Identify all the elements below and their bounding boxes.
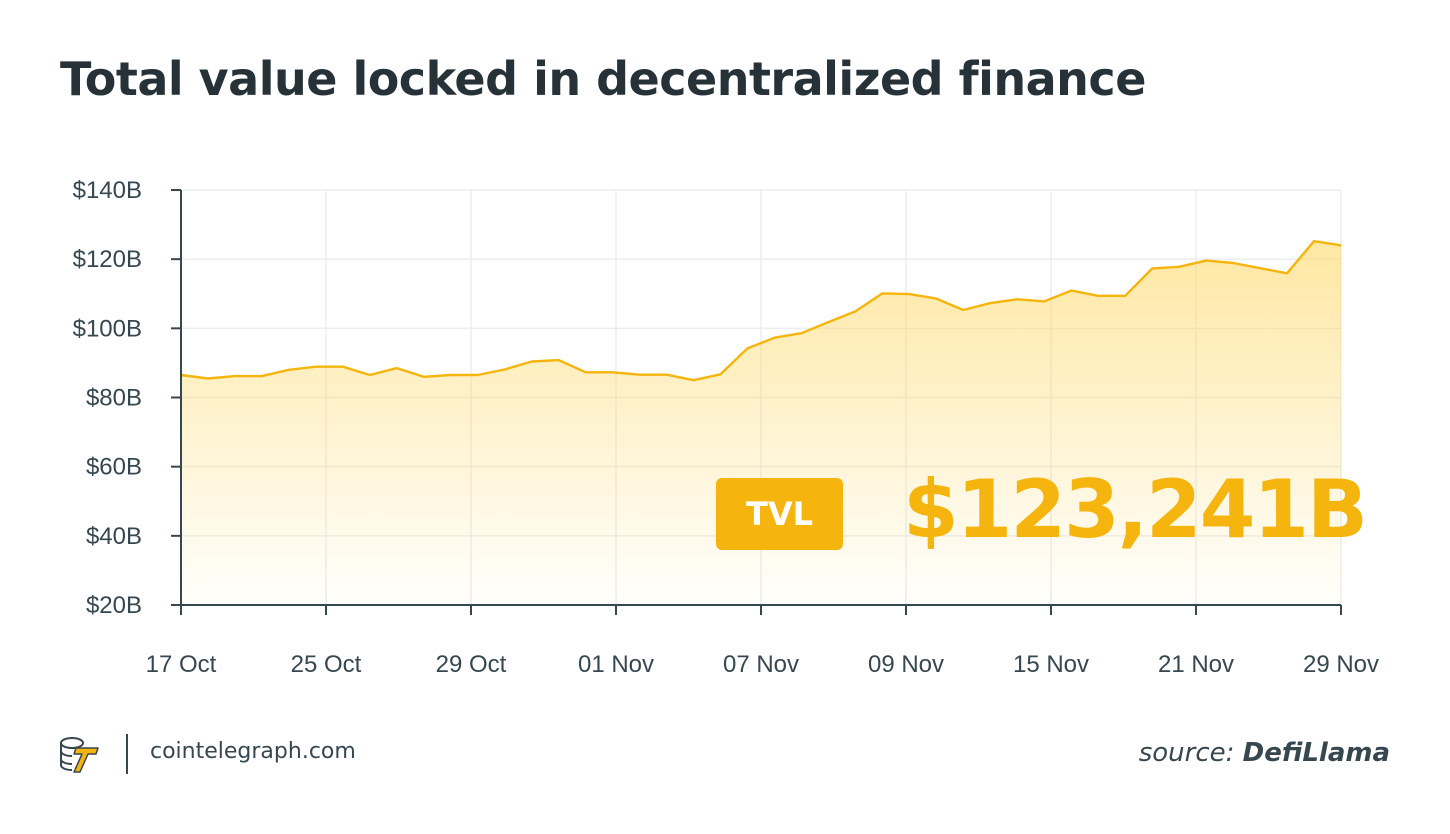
y-tick-label: $120B — [73, 246, 142, 273]
tvl-area-fill — [181, 241, 1341, 605]
x-tick-label: 29 Oct — [436, 651, 507, 678]
y-tick-label: $140B — [73, 177, 142, 204]
tvl-value: $123,241B — [903, 463, 1368, 556]
x-tick-label: 09 Nov — [868, 651, 944, 678]
y-tick-label: $80B — [86, 385, 142, 412]
footer-divider — [126, 734, 128, 774]
source-prefix: source: — [1138, 738, 1235, 768]
tvl-series-line — [180, 240, 1342, 382]
source-credit: source: DefiLlama — [1139, 738, 1390, 768]
y-tick-label: $40B — [86, 523, 142, 550]
y-axis-ticks: $20B $40B $60B $80B $100B $120B $140B — [73, 177, 181, 619]
x-axis-ticks: 17 Oct 25 Oct 29 Oct 01 Nov 07 Nov 09 Nov 15 N… — [146, 605, 1379, 678]
chart-title: Total value locked in decentralized fina… — [60, 52, 1146, 106]
x-tick-label: 01 Nov — [578, 651, 654, 678]
x-tick-label: 07 Nov — [723, 651, 799, 678]
footer-site-link[interactable]: cointelegraph.com — [150, 739, 356, 764]
x-tick-label: 25 Oct — [291, 651, 362, 678]
y-tick-label: $100B — [73, 315, 142, 342]
x-tick-label: 21 Nov — [1158, 651, 1234, 678]
source-name: DefiLlama — [1242, 738, 1390, 768]
x-tick-label: 17 Oct — [146, 651, 217, 678]
y-tick-label: $20B — [86, 592, 142, 619]
x-tick-label: 29 Nov — [1303, 651, 1379, 678]
cointelegraph-logo-icon — [60, 737, 99, 773]
y-tick-label: $60B — [86, 454, 142, 481]
x-tick-label: 15 Nov — [1013, 651, 1089, 678]
tvl-badge: TVL — [716, 478, 843, 550]
